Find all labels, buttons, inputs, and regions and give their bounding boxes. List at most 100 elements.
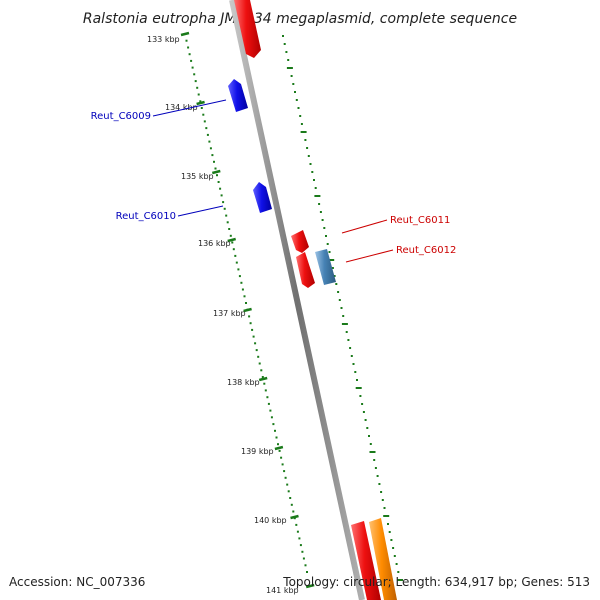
ring-dot: [328, 251, 331, 253]
ring-dot: [374, 467, 377, 469]
ring-dot: [349, 347, 352, 349]
ruler-dot: [219, 187, 222, 190]
ruler-dot: [199, 100, 202, 103]
ring-dot: [290, 75, 293, 77]
gene-label-reut-c6009[interactable]: Reut_C6009: [91, 111, 151, 122]
ruler-dot: [225, 214, 228, 217]
ruler-dot: [267, 402, 270, 405]
ruler-dot: [197, 93, 200, 96]
leader-reut-c6010: [177, 205, 224, 217]
ring-dot: [345, 331, 348, 333]
ruler-dot: [258, 362, 261, 365]
tick-label-141: 141 kbp: [266, 586, 299, 595]
ring-dot: [326, 243, 329, 245]
ring-dot: [314, 187, 317, 189]
ring-dot: [306, 147, 309, 149]
label-leaders: [152, 99, 394, 263]
ring-dot: [297, 107, 300, 109]
gene-block-bottom-orange[interactable]: [369, 518, 397, 600]
ruler-dot: [240, 281, 243, 284]
ring-dot: [393, 555, 396, 557]
ruler-major-tick: [180, 31, 190, 37]
ruler-dot: [286, 483, 289, 486]
ruler-dot: [284, 476, 287, 479]
ruler-dot: [217, 181, 220, 183]
ring-dot: [368, 435, 370, 437]
ring-dot: [390, 539, 393, 541]
tick-label-134: 134 kbp: [165, 103, 198, 112]
ruler-dot: [290, 503, 293, 506]
ruler-dot: [241, 288, 244, 291]
ring-dot: [328, 259, 335, 261]
gene-label-reut-c6011[interactable]: Reut_C6011: [390, 215, 450, 226]
ring-dot: [318, 203, 321, 205]
ring-dot: [397, 579, 403, 581]
ruler-dot: [255, 349, 258, 352]
gene-block-steelblue[interactable]: [315, 249, 336, 285]
ruler-major-tick: [290, 514, 299, 520]
ruler-dot: [203, 120, 206, 123]
ring-dot: [337, 291, 340, 293]
ring-dot: [286, 67, 293, 69]
ruler-dot: [275, 436, 278, 439]
leader-reut-c6012: [345, 249, 394, 263]
gene-arrow-reut-c6012[interactable]: [296, 252, 315, 288]
gene-features: [228, 0, 397, 600]
ruler-dot: [251, 328, 254, 331]
ring-dot: [307, 155, 310, 157]
ruler-dot: [298, 537, 301, 540]
ring-dot: [299, 115, 302, 117]
ring-dot: [295, 99, 298, 101]
ring-dot: [311, 171, 314, 173]
ring-dot: [283, 43, 286, 45]
ring-dot: [366, 427, 369, 429]
ruler-dot: [206, 133, 209, 136]
map-title: Ralstonia eutropha JMP134 megaplasmid, c…: [83, 11, 517, 27]
ring-dot: [362, 411, 365, 413]
ruler-dot: [283, 470, 286, 473]
inner-position-ruler: [180, 31, 315, 589]
ruler-dot: [301, 550, 304, 553]
ring-dot: [300, 131, 307, 133]
ring-dot: [364, 419, 367, 421]
plasmid-backbone: [229, 0, 365, 600]
ruler-dot: [292, 510, 295, 513]
ring-dot: [342, 315, 345, 317]
ruler-dot: [281, 463, 284, 466]
ruler-dot: [243, 295, 246, 298]
ruler-dot: [277, 443, 279, 446]
gene-label-reut-c6010[interactable]: Reut_C6010: [116, 211, 176, 222]
tick-label-140: 140 kbp: [254, 516, 287, 525]
ruler-dot: [234, 254, 237, 257]
ruler-dot: [209, 147, 212, 150]
ruler-dot: [222, 201, 225, 204]
ruler-dot: [254, 342, 257, 345]
ruler-dot: [274, 429, 276, 432]
ruler-dot: [202, 113, 205, 116]
ring-dot: [395, 563, 398, 565]
ring-dot: [282, 35, 284, 37]
ring-dot: [378, 483, 381, 485]
gene-label-reut-c6012[interactable]: Reut_C6012: [396, 245, 456, 256]
ruler-dot: [208, 140, 211, 143]
ring-dot: [309, 163, 312, 165]
gene-block-bottom-red[interactable]: [351, 521, 381, 600]
gene-arrow-reut-c6009[interactable]: [228, 79, 248, 112]
ruler-dot: [278, 449, 281, 452]
tick-label-139: 139 kbp: [241, 447, 274, 456]
ruler-dot: [264, 389, 267, 392]
ring-dot: [369, 451, 376, 453]
ruler-dot: [188, 53, 191, 56]
gene-arrow-reut-c6011[interactable]: [291, 230, 309, 253]
ruler-dot: [306, 571, 308, 573]
ring-dot: [341, 323, 348, 325]
ruler-major-tick: [305, 583, 315, 589]
ruler-dot: [214, 167, 217, 170]
gene-arrow-reut-c6010[interactable]: [253, 182, 272, 213]
ruler-major-tick: [211, 169, 221, 175]
gene-arrow-top-red[interactable]: [234, 0, 261, 58]
ring-dot: [354, 371, 357, 373]
ruler-dot: [187, 46, 190, 49]
ring-dot: [347, 339, 350, 341]
tick-label-135: 135 kbp: [181, 172, 214, 181]
